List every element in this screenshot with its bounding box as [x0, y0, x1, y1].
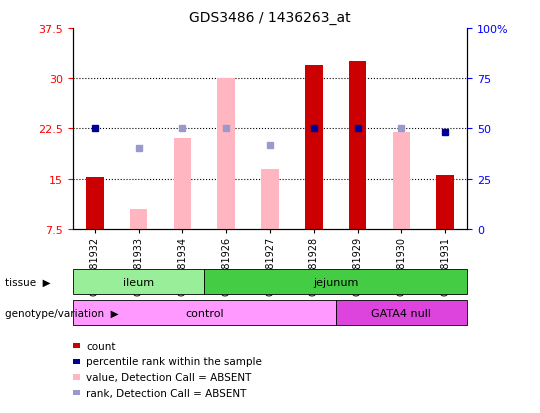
Text: count: count [86, 341, 116, 351]
Text: control: control [185, 308, 224, 318]
Bar [393, 133, 410, 229]
Text: ileum: ileum [123, 277, 154, 287]
Title: GDS3486 / 1436263_at: GDS3486 / 1436263_at [189, 11, 351, 25]
Bar [73, 270, 204, 294]
Bar [73, 301, 336, 325]
Bar [130, 209, 147, 229]
Bar [86, 178, 104, 229]
Bar [174, 139, 191, 229]
Bar [218, 79, 235, 229]
Bar [204, 270, 467, 294]
Text: genotype/variation  ▶: genotype/variation ▶ [5, 308, 119, 318]
Text: GATA4 null: GATA4 null [372, 308, 431, 318]
Bar [305, 66, 322, 229]
Bar [336, 301, 467, 325]
Text: jejunum: jejunum [313, 277, 359, 287]
Text: tissue  ▶: tissue ▶ [5, 277, 51, 287]
Text: value, Detection Call = ABSENT: value, Detection Call = ABSENT [86, 372, 252, 382]
Bar [261, 169, 279, 229]
Text: percentile rank within the sample: percentile rank within the sample [86, 356, 262, 366]
Bar [436, 176, 454, 229]
Text: rank, Detection Call = ABSENT: rank, Detection Call = ABSENT [86, 388, 247, 398]
Bar [349, 62, 366, 229]
